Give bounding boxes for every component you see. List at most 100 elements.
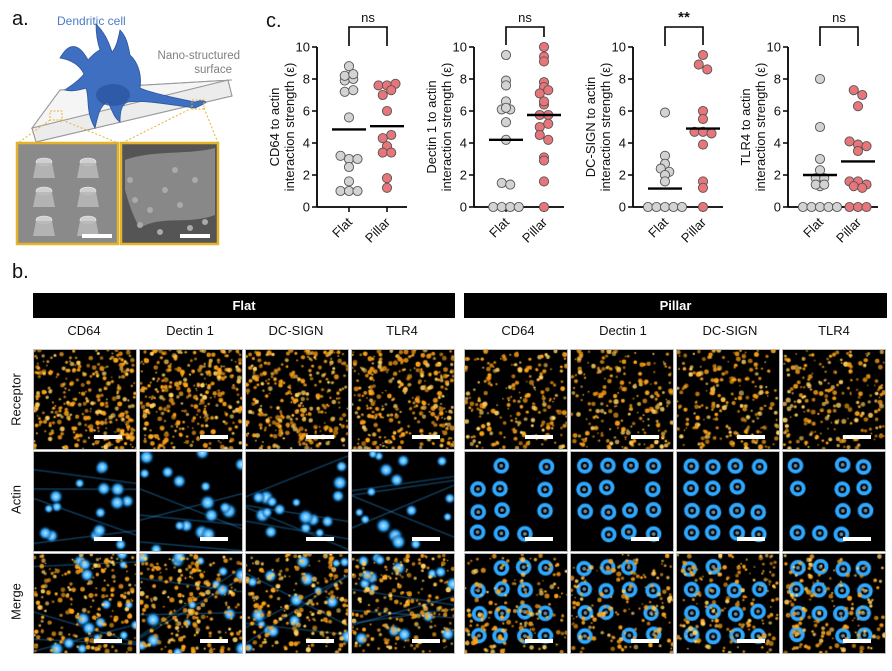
micrograph-canvas xyxy=(465,452,567,551)
y-tick-label: 0 xyxy=(774,200,781,215)
y-axis-label-line2: interaction strength (ε) xyxy=(282,63,297,192)
x-tick-label: Pillar xyxy=(362,214,394,246)
data-point-flat xyxy=(343,161,355,173)
micrograph-canvas xyxy=(246,452,348,551)
data-point-flat xyxy=(659,201,671,213)
y-axis-label-line1: DC-SIGN to actin xyxy=(583,77,598,177)
column-label: Dectin 1 xyxy=(166,323,214,338)
data-point-flat xyxy=(348,85,359,96)
data-point-flat xyxy=(488,201,499,213)
data-point-flat xyxy=(814,121,826,133)
significance-bracket xyxy=(348,26,388,46)
micrograph-canvas xyxy=(140,452,242,551)
scale-bar xyxy=(412,639,440,643)
data-point-pillar xyxy=(697,139,709,150)
data-point-pillar xyxy=(693,59,704,70)
data-point-flat xyxy=(814,201,826,213)
group-header-pillar: Pillar xyxy=(464,293,887,318)
panel-a-schematic: a. Dendritic cell Nano-structured surfac… xyxy=(0,0,250,250)
micrograph-merge xyxy=(245,553,349,654)
data-point-pillar xyxy=(852,201,864,213)
significance-bracket xyxy=(505,26,545,45)
column-label: TLR4 xyxy=(818,323,850,338)
data-point-flat xyxy=(496,201,507,213)
micrograph-canvas xyxy=(246,554,348,653)
micrograph-actin xyxy=(33,451,137,552)
nucleus-shape xyxy=(96,84,130,106)
data-point-flat xyxy=(676,201,688,213)
y-tick-label: 6 xyxy=(774,104,781,119)
panel-c-letter: c. xyxy=(266,10,282,32)
data-point-flat xyxy=(500,49,512,61)
data-point-flat xyxy=(348,69,359,80)
data-point-flat xyxy=(797,201,809,213)
data-point-pillar xyxy=(538,176,550,187)
data-point-pillar xyxy=(857,89,868,101)
column-label: TLR4 xyxy=(386,323,418,338)
dendritic-cell-label: Dendritic cell xyxy=(57,14,126,28)
data-point-pillar xyxy=(844,136,855,147)
data-point-flat xyxy=(343,176,355,187)
data-point-flat xyxy=(335,150,346,161)
data-point-flat xyxy=(814,73,826,85)
micrograph-canvas xyxy=(34,554,136,653)
micrograph-canvas xyxy=(783,554,885,653)
data-point-pillar xyxy=(844,201,855,213)
scale-bar xyxy=(843,435,871,439)
data-point-pillar xyxy=(543,85,554,96)
scale-bar xyxy=(525,639,553,643)
data-point-pillar xyxy=(543,118,554,129)
data-point-flat xyxy=(500,102,512,113)
data-point-flat xyxy=(651,201,662,213)
scale-bar xyxy=(200,537,228,541)
y-tick-label: 10 xyxy=(612,40,626,55)
data-point-flat xyxy=(513,201,524,213)
micrograph-actin xyxy=(464,451,568,552)
significance-label: ns xyxy=(518,10,532,25)
data-point-pillar xyxy=(538,96,550,107)
micrograph-receptor xyxy=(33,349,137,450)
data-point-pillar xyxy=(381,105,393,117)
micrograph-canvas xyxy=(677,350,779,449)
micrograph-merge xyxy=(464,553,568,654)
data-point-pillar xyxy=(848,181,859,192)
micrograph-merge xyxy=(33,553,137,654)
data-point-pillar xyxy=(697,113,709,125)
data-point-pillar xyxy=(373,80,384,91)
data-point-flat xyxy=(823,201,834,213)
y-axis-label-line1: Dectin 1 to actin xyxy=(424,80,439,173)
y-tick-label: 10 xyxy=(453,40,467,55)
x-tick-label: Flat xyxy=(645,214,671,240)
data-point-flat xyxy=(814,153,826,165)
y-tick-label: 2 xyxy=(460,168,467,183)
data-point-pillar xyxy=(852,145,864,157)
sem-inset-pillars xyxy=(15,141,120,246)
x-tick-label: Pillar xyxy=(833,214,865,246)
data-point-pillar xyxy=(538,155,550,166)
column-label: CD64 xyxy=(67,323,101,338)
data-point-pillar xyxy=(697,201,709,213)
scale-bar xyxy=(843,639,871,643)
micrograph-canvas xyxy=(677,554,779,653)
data-point-flat xyxy=(505,201,516,213)
y-tick-label: 6 xyxy=(619,104,626,119)
data-point-pillar xyxy=(538,41,550,53)
data-point-flat xyxy=(500,117,512,128)
micrograph-canvas xyxy=(140,350,242,449)
scale-bar xyxy=(525,537,553,541)
y-tick-label: 10 xyxy=(767,40,781,55)
y-tick-label: 6 xyxy=(303,104,310,119)
y-tick-label: 6 xyxy=(460,104,467,119)
micrograph-merge xyxy=(570,553,674,654)
micrograph-receptor xyxy=(351,349,455,450)
scale-bar xyxy=(306,639,334,643)
data-point-flat xyxy=(806,201,817,213)
y-tick-label: 8 xyxy=(619,72,626,87)
scale-bar xyxy=(200,435,228,439)
data-point-pillar xyxy=(697,182,709,193)
micrograph-merge xyxy=(782,553,886,654)
scale-bar xyxy=(200,639,228,643)
y-tick-label: 10 xyxy=(296,40,310,55)
y-axis-label-line2: interaction strength (ε) xyxy=(439,63,454,192)
